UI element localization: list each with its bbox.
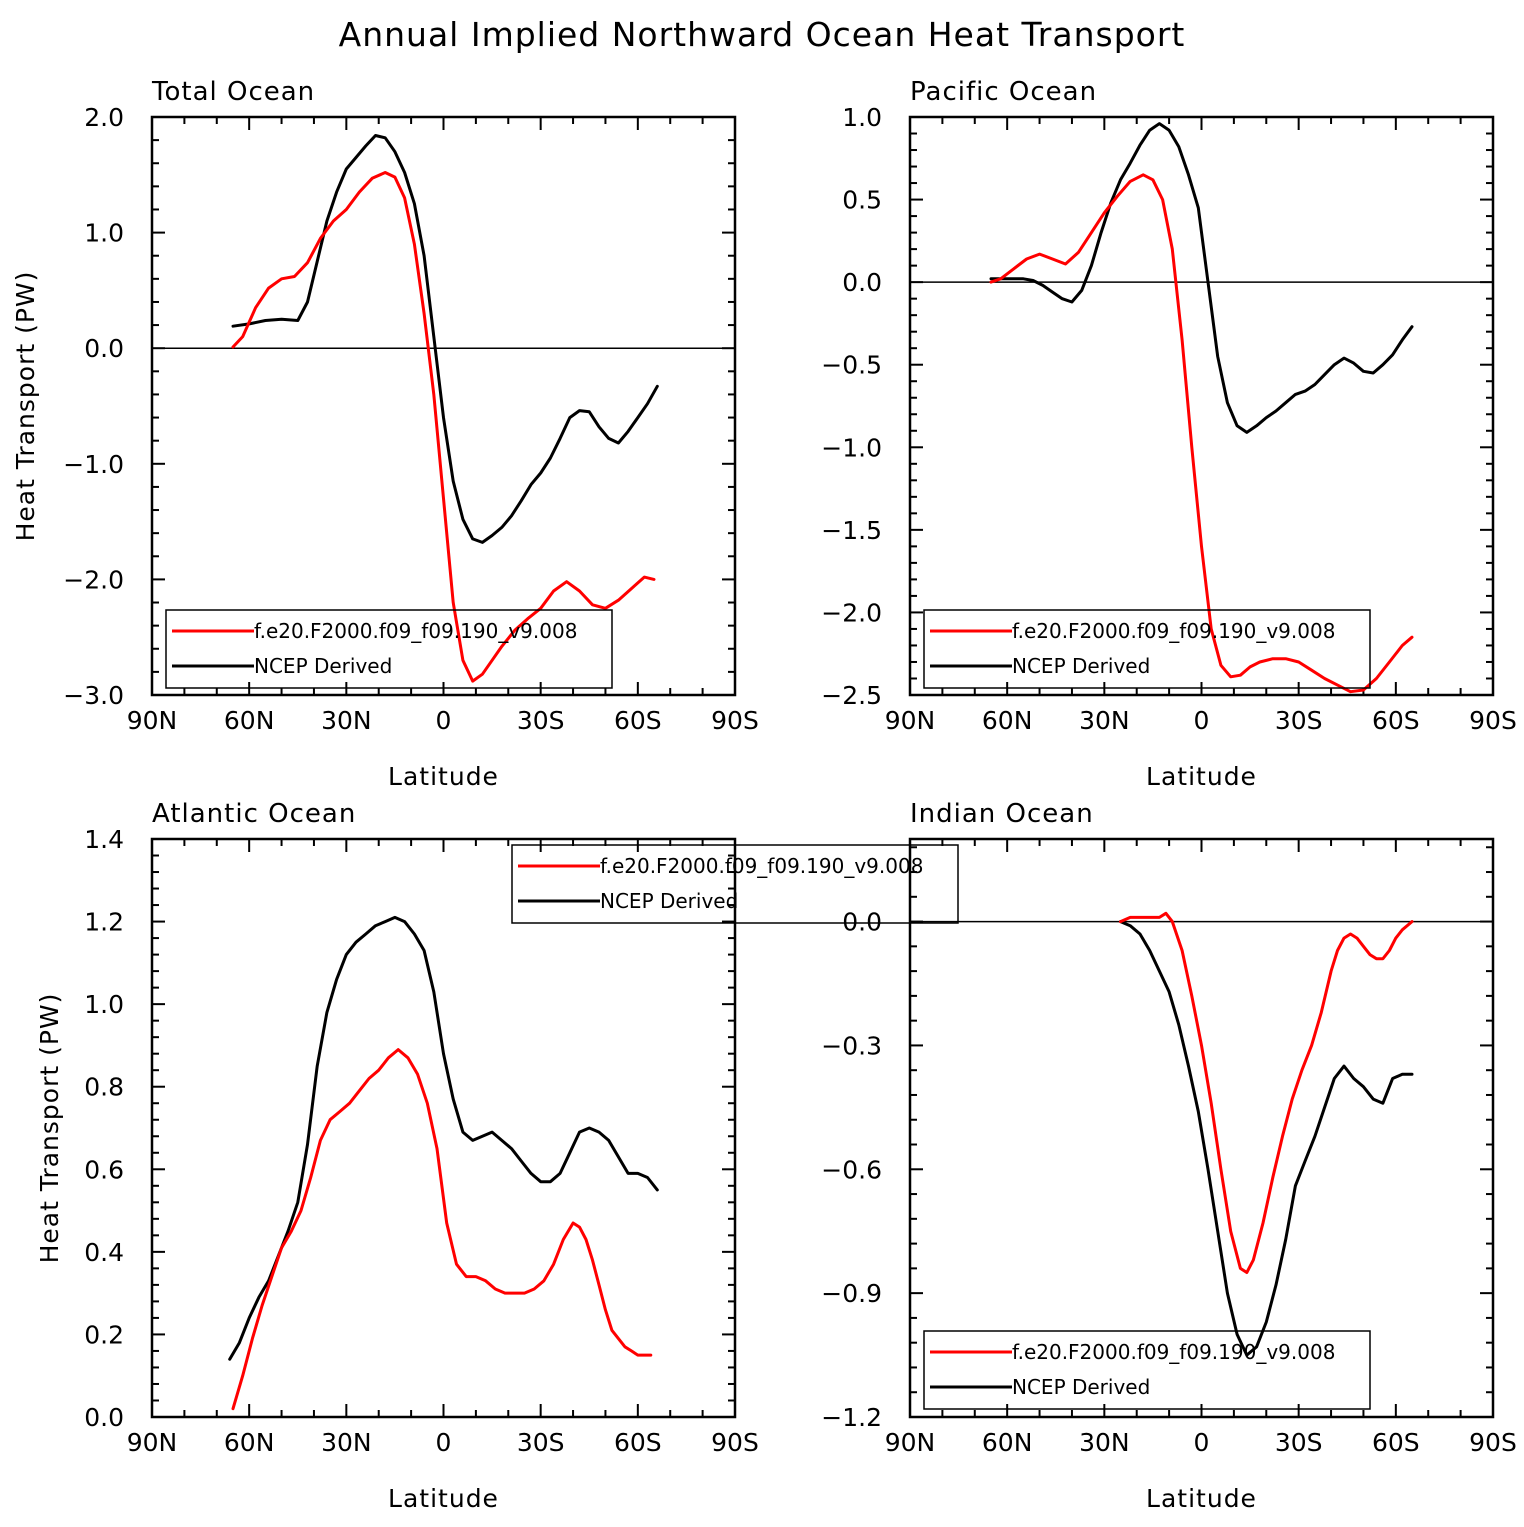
y-axis-label: Heat Transport (PW) — [11, 271, 40, 542]
y-tick-label: 1.0 — [842, 103, 882, 132]
panel-1: Total Ocean 90N 60N 30N 0 30S 60S 90S −3.0 −2.0 −1… — [11, 77, 759, 791]
legend-label: f.e20.F2000.f09_f09.190_v9.008 — [254, 619, 577, 643]
y-tick-label: −1.0 — [63, 450, 124, 479]
y-tick-label: 0.4 — [84, 1238, 124, 1267]
figure-title: Annual Implied Northward Ocean Heat Tran… — [339, 15, 1186, 54]
panel-4: Indian Ocean 90N 60N 30N 0 30S 60S 90S −1.2 −0.9 −… — [821, 799, 1517, 1513]
legend-label: NCEP Derived — [1012, 654, 1150, 678]
x-tick-label: 60S — [614, 706, 662, 735]
y-axis-label: Heat Transport (PW) — [35, 993, 64, 1264]
x-axis-label: Latitude — [1146, 1484, 1257, 1513]
y-tick-label: −0.9 — [821, 1279, 882, 1308]
legend-label: f.e20.F2000.f09_f09.190_v9.008 — [1012, 619, 1335, 643]
x-tick-label: 0 — [1194, 1428, 1210, 1457]
series-line-model — [231, 171, 656, 683]
panel-title: Total Ocean — [151, 77, 315, 107]
x-tick-label: 60S — [1372, 706, 1420, 735]
x-tick-label: 60N — [982, 1428, 1033, 1457]
x-tick-label: 90S — [711, 1428, 759, 1457]
x-tick-label: 90S — [711, 706, 759, 735]
plot-frame — [150, 837, 737, 1419]
y-tick-label: −0.5 — [821, 351, 882, 380]
legend-box — [165, 609, 613, 689]
y-tick-label: −2.5 — [821, 681, 882, 710]
legend-label: f.e20.F2000.f09_f09.190_v9.008 — [1012, 1340, 1335, 1364]
legend-label: NCEP Derived — [600, 889, 738, 913]
x-tick-label: 60S — [1372, 1428, 1420, 1457]
y-tick-label: −0.3 — [821, 1031, 882, 1060]
x-axis-label: Latitude — [1146, 762, 1257, 791]
series-line-model — [1119, 911, 1414, 1274]
legend-label: NCEP Derived — [1012, 1375, 1150, 1399]
y-tick-label: 0.0 — [84, 1403, 124, 1432]
y-tick-label: −2.0 — [821, 598, 882, 627]
legend-label: f.e20.F2000.f09_f09.190_v9.008 — [600, 854, 923, 878]
x-tick-label: 90N — [127, 1428, 178, 1457]
y-tick-label: −1.5 — [821, 516, 882, 545]
panel-title: Pacific Ocean — [910, 77, 1097, 107]
plot-frame — [908, 115, 1495, 697]
legend: f.e20.F2000.f09_f09.190_v9.008 NCEP Deriv… — [511, 844, 959, 924]
x-tick-label: 30S — [517, 1428, 565, 1457]
series-line-ncep — [989, 122, 1414, 434]
series-line-model — [231, 1048, 653, 1411]
y-tick-label: 1.0 — [84, 990, 124, 1019]
panel-2: Pacific Ocean 90N 60N 30N 0 30S 60S 90S −2.5 −2.0… — [821, 77, 1517, 791]
x-tick-label: 60N — [224, 1428, 275, 1457]
y-tick-label: 0.2 — [84, 1320, 124, 1349]
y-tick-label: −3.0 — [63, 681, 124, 710]
legend: f.e20.F2000.f09_f09.190_v9.008 NCEP Deriv… — [165, 609, 613, 689]
x-tick-label: 90N — [127, 706, 178, 735]
y-tick-label: −1.2 — [821, 1403, 882, 1432]
series-line-ncep — [1119, 920, 1414, 1357]
x-tick-label: 30N — [321, 706, 372, 735]
y-tick-label: 0.6 — [84, 1155, 124, 1184]
x-tick-label: 60N — [982, 706, 1033, 735]
legend: f.e20.F2000.f09_f09.190_v9.008 NCEP Deriv… — [923, 609, 1371, 689]
series-line-ncep — [231, 134, 659, 544]
x-tick-label: 30S — [1275, 1428, 1323, 1457]
x-tick-label: 90N — [885, 1428, 936, 1457]
x-tick-label: 60S — [614, 1428, 662, 1457]
x-tick-label: 0 — [436, 706, 452, 735]
x-tick-label: 30S — [517, 706, 565, 735]
y-tick-label: 0.0 — [842, 908, 882, 937]
x-axis-label: Latitude — [388, 1484, 499, 1513]
x-tick-label: 90N — [885, 706, 936, 735]
x-tick-label: 60N — [224, 706, 275, 735]
panel-title: Atlantic Ocean — [152, 799, 356, 829]
y-tick-label: −1.0 — [821, 433, 882, 462]
y-tick-label: −2.0 — [63, 565, 124, 594]
y-tick-label: 0.8 — [84, 1073, 124, 1102]
x-tick-label: 30S — [1275, 706, 1323, 735]
legend: f.e20.F2000.f09_f09.190_v9.008 NCEP Deriv… — [923, 1330, 1371, 1410]
x-tick-label: 30N — [1079, 1428, 1130, 1457]
x-tick-label: 90S — [1469, 1428, 1517, 1457]
y-tick-label: 1.0 — [84, 219, 124, 248]
x-tick-label: 0 — [1194, 706, 1210, 735]
legend-label: NCEP Derived — [254, 654, 392, 678]
y-tick-label: 2.0 — [84, 103, 124, 132]
panel-title: Indian Ocean — [910, 799, 1094, 829]
y-tick-label: 1.2 — [84, 908, 124, 937]
x-tick-label: 30N — [1079, 706, 1130, 735]
y-tick-label: 0.5 — [842, 186, 882, 215]
x-tick-label: 0 — [436, 1428, 452, 1457]
series-line-model — [989, 173, 1414, 694]
legend-box — [511, 844, 959, 924]
y-tick-label: 0.0 — [842, 268, 882, 297]
x-tick-label: 30N — [321, 1428, 372, 1457]
legend-box — [923, 1330, 1371, 1410]
x-tick-label: 90S — [1469, 706, 1517, 735]
y-tick-label: −0.6 — [821, 1155, 882, 1184]
y-tick-label: 1.4 — [84, 825, 124, 854]
y-tick-label: 0.0 — [84, 334, 124, 363]
series-line-ncep — [228, 915, 659, 1361]
panel-3: Atlantic Ocean 90N 60N 30N 0 30S 60S 90S 0.0 0.2 0… — [35, 799, 959, 1513]
x-axis-label: Latitude — [388, 762, 499, 791]
legend-box — [923, 609, 1371, 689]
